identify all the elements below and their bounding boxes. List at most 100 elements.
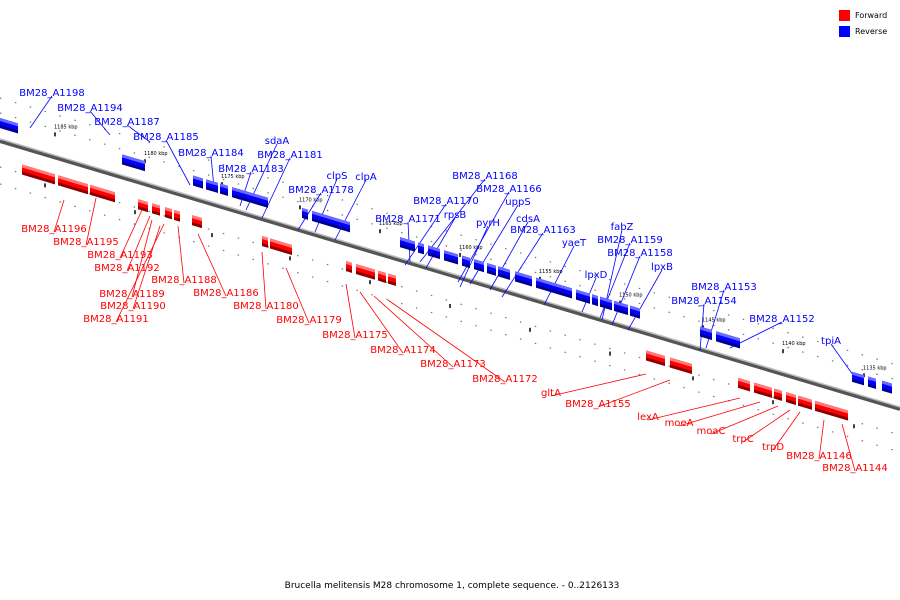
gene-label: moaC [697, 426, 726, 437]
leader-line [334, 179, 367, 241]
gene-block [262, 236, 268, 248]
gene-block [378, 270, 386, 283]
gene-label: BM28_A1196 [21, 224, 87, 235]
leader-line [132, 225, 161, 310]
gene-label: lpxD [585, 270, 608, 281]
chromosome-backbone [0, 138, 900, 411]
gene-block [165, 207, 172, 220]
scale-tick-label: 1185 kbp [54, 124, 78, 130]
scale-tick-label: 1145 kbp [702, 317, 726, 323]
gene-label: rpsB [444, 210, 467, 221]
leader-line [359, 291, 404, 354]
gene-block [90, 184, 115, 203]
gene-label: gltA [541, 388, 561, 399]
gene-label: BM28_A1183 [218, 164, 284, 175]
leader-line [501, 232, 544, 298]
gene-label: BM28_A1159 [597, 235, 663, 246]
leader-line [131, 219, 153, 298]
gene-label: BM28_A1170 [413, 196, 479, 207]
legend-forward-swatch [839, 10, 850, 21]
gene-block [670, 357, 692, 375]
gene-label: clpA [355, 172, 377, 183]
gene-block [754, 382, 772, 398]
gene-label: BM28_A1192 [94, 263, 160, 274]
leader-line [261, 251, 267, 310]
leader-line [550, 373, 647, 397]
leader-line [126, 124, 151, 143]
gene-block [270, 238, 292, 255]
gene-block [58, 175, 88, 195]
gene-label: BM28_A1154 [671, 296, 737, 307]
leader-line [261, 157, 291, 219]
gene-block [0, 117, 18, 134]
gene-label: BM28_A1187 [94, 117, 160, 128]
leader-line [489, 221, 529, 291]
leader-line [29, 95, 53, 129]
scale-tick-label: 1175 kbp [221, 174, 245, 180]
scale-tick-label: 1140 kbp [782, 341, 806, 347]
gene-label: fabZ [611, 222, 634, 233]
leader-line [404, 203, 447, 266]
leader-line [53, 199, 65, 233]
gene-label: tpiA [821, 336, 841, 347]
gene-label: sdaA [265, 136, 290, 147]
gene-block [152, 203, 160, 216]
gene-label: clpS [327, 171, 348, 182]
gene-label: BM28_A1173 [420, 359, 486, 370]
gene-label: BM28_A1171 [375, 214, 441, 225]
leader-line [597, 379, 671, 408]
gene-label: BM28_A1168 [452, 171, 518, 182]
leader-line [345, 283, 356, 339]
gene-block [388, 273, 396, 286]
gene-block [786, 392, 796, 406]
gene-block [536, 277, 572, 299]
leader-line [742, 409, 791, 443]
leader-line [678, 401, 761, 427]
dotted-track [0, 112, 900, 382]
gene-label: BM28_A1193 [87, 250, 153, 261]
legend-forward-label: Forward [855, 11, 887, 20]
gene-label: lexA [637, 412, 659, 423]
gene-block [576, 289, 590, 304]
leader-line [297, 192, 322, 231]
gene-block [498, 266, 510, 280]
gene-labels: BM28_A1198 BM28_A1194 BM28_A1187 BM28_A1185… [19, 88, 888, 474]
gene-block [700, 326, 712, 341]
gene-blocks [0, 117, 892, 421]
legend-reverse-label: Reverse [855, 27, 887, 36]
scale-tick-label: 1135 kbp [863, 365, 887, 371]
leader-line [818, 419, 825, 460]
gene-block [738, 377, 750, 392]
gene-label: BM28_A1188 [151, 275, 217, 286]
scale-tick-label: 1160 kbp [459, 245, 483, 251]
gene-label: BM28_A1146 [786, 451, 852, 462]
gene-block [238, 188, 262, 207]
gene-block [462, 255, 470, 268]
leader-line [373, 295, 454, 368]
gene-label: BM28_A1175 [322, 330, 388, 341]
gene-block [22, 164, 55, 185]
gene-label: BM28_A1158 [607, 248, 673, 259]
gene-label: BM28_A1195 [53, 237, 119, 248]
gene-block [487, 263, 496, 276]
gene-block [302, 207, 308, 220]
gene-label: uppS [505, 197, 530, 208]
gene-block [192, 215, 202, 229]
scale-tick-label: 1180 kbp [144, 151, 168, 157]
gene-label: trpC [732, 434, 753, 445]
gene-label: BM28_A1152 [749, 314, 815, 325]
gene-label: pyrH [476, 218, 500, 229]
scale-ticks: 1185 kbp 1180 kbp 1175 kbp 1170 kbp 1165 kbp… [44, 124, 887, 429]
scale-tick-label: 1150 kbp [619, 293, 643, 299]
gene-label: moeA [665, 418, 694, 429]
gene-block [515, 271, 532, 287]
gene-block [882, 380, 892, 394]
gene-label: BM28_A1194 [57, 103, 123, 114]
gene-block [174, 209, 180, 222]
gene-block [630, 305, 640, 319]
gene-label: BM28_A1185 [133, 132, 199, 143]
leader-line [699, 303, 705, 351]
gene-block [346, 261, 352, 273]
leader-line [841, 423, 856, 472]
